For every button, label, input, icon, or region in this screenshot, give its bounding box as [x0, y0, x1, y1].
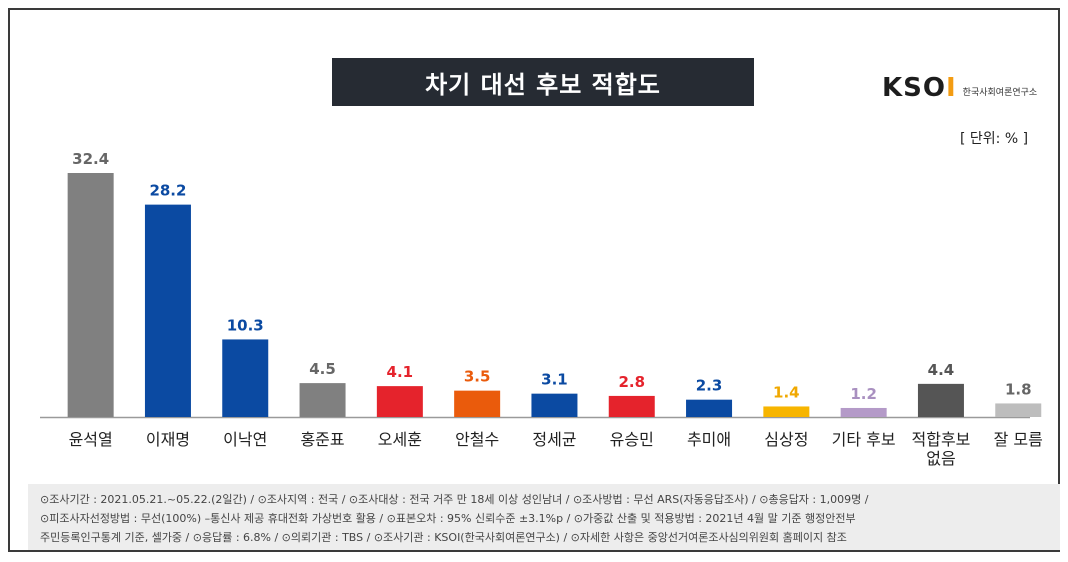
bar — [144, 204, 191, 417]
data-label: 3.1 — [541, 371, 568, 389]
data-label: 4.4 — [928, 361, 955, 379]
x-tick-label: 홍준표 — [300, 430, 344, 449]
bar — [608, 395, 655, 417]
ksoi-logo: KSOI 한국사회여론연구소 — [882, 73, 1037, 103]
x-tick-label: 심상정 — [764, 430, 808, 449]
x-tick-label: 유승민 — [610, 430, 654, 449]
x-tick-label: 없음 — [926, 449, 955, 468]
bar — [995, 403, 1042, 417]
data-label: 1.2 — [850, 385, 877, 403]
x-tick-label: 윤석열 — [69, 430, 113, 449]
data-label: 10.3 — [227, 316, 264, 334]
bar — [840, 407, 887, 417]
data-label: 4.1 — [387, 363, 414, 381]
bar — [222, 339, 269, 417]
x-tick-label: 추미애 — [687, 430, 731, 449]
bar — [454, 390, 501, 417]
bar — [299, 383, 346, 417]
x-tick-label: 안철수 — [455, 430, 499, 449]
x-tick-label: 기타 후보 — [832, 430, 896, 449]
data-label: 1.8 — [1005, 380, 1032, 398]
x-tick-label: 이재명 — [146, 430, 190, 449]
chart-title: 차기 대선 후보 적합도 — [332, 58, 754, 106]
bar — [763, 406, 810, 417]
logo-mark: KSOI — [882, 73, 957, 103]
data-label: 32.4 — [72, 150, 109, 168]
x-tick-label: 오세훈 — [378, 430, 422, 449]
data-label: 2.3 — [696, 377, 723, 395]
bar — [917, 383, 964, 417]
data-label: 3.5 — [464, 368, 491, 386]
chart-frame: 차기 대선 후보 적합도 KSOI 한국사회여론연구소 [ 단위: % ] 32… — [8, 8, 1060, 552]
x-tick-label: 적합후보 — [912, 430, 971, 449]
data-label: 28.2 — [149, 182, 186, 200]
footnote-line-2: ⊙피조사자선정방법 : 무선(100%) –통신사 제공 휴대전화 가상번호 활… — [40, 512, 856, 525]
x-tick-label: 잘 모름 — [994, 430, 1043, 449]
bar — [376, 386, 423, 417]
x-tick-label: 정세균 — [532, 430, 576, 449]
unit-label: [ 단위: % ] — [960, 131, 1029, 147]
data-label: 4.5 — [309, 360, 336, 378]
bar — [531, 393, 578, 417]
bar-chart: 32.4 윤석열 28.2 이재명 10.3 이낙연 4.5 홍준표 4.1 오세훈 3.5 안철수 3… — [40, 150, 1043, 468]
x-tick-label: 이낙연 — [223, 430, 267, 449]
bar — [67, 173, 114, 417]
survey-footnote: ⊙조사기간 : 2021.05.21.~05.22.(2일간) / ⊙조사지역 … — [28, 484, 1060, 550]
footnote-line-3: 주민등록인구통계 기준, 셀가중 / ⊙응답률 : 6.8% / ⊙의뢰기관 :… — [40, 531, 847, 544]
data-label: 1.4 — [773, 383, 800, 401]
data-label: 2.8 — [618, 373, 645, 391]
logo-org-name: 한국사회여론연구소 — [962, 87, 1038, 98]
footnote-line-1: ⊙조사기간 : 2021.05.21.~05.22.(2일간) / ⊙조사지역 … — [40, 493, 869, 506]
bar — [686, 399, 733, 417]
